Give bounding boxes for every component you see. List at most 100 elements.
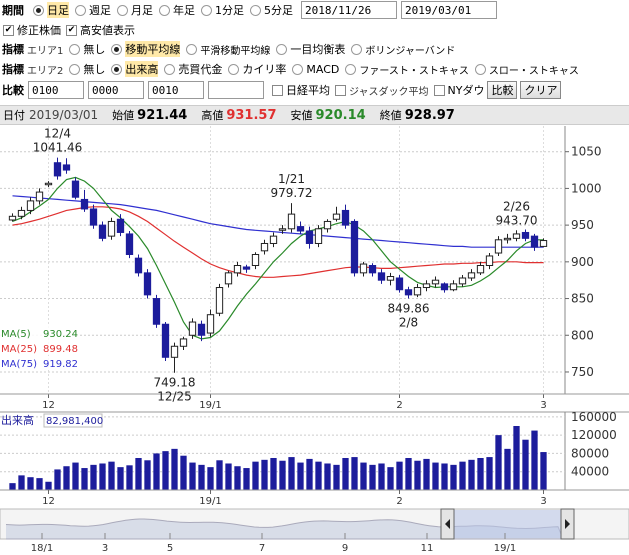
radio-icon bbox=[201, 4, 212, 16]
volume-bar bbox=[225, 463, 232, 490]
compare-row: 比較 日経平均 ジャスダック平均 NYダウ 比較 クリア bbox=[0, 80, 562, 100]
radio-icon bbox=[111, 63, 123, 75]
indicator2-option-label: スロー・ストキャス bbox=[488, 65, 579, 77]
candle-down bbox=[395, 277, 404, 291]
date-value: 2019/03/01 bbox=[29, 108, 99, 122]
date-tick-label: 12 bbox=[42, 400, 55, 411]
volume-tick-label: 40000 bbox=[571, 465, 609, 479]
compare-code-2[interactable] bbox=[88, 81, 144, 99]
volume-bar bbox=[81, 468, 88, 490]
show-high-low-label: 高安値表示 bbox=[80, 24, 135, 37]
checkbox-empty-icon bbox=[433, 84, 445, 96]
price-tick-label: 900 bbox=[571, 255, 594, 269]
radio-icon bbox=[292, 63, 304, 75]
period-option-4[interactable]: 1分足 bbox=[201, 2, 244, 18]
radio-icon bbox=[159, 4, 170, 16]
indicator2-option-0[interactable]: 無し bbox=[69, 61, 105, 77]
period-option-2[interactable]: 月足 bbox=[117, 2, 153, 18]
radio-icon bbox=[186, 43, 198, 55]
candle-up bbox=[251, 253, 260, 267]
candle-down bbox=[71, 180, 80, 198]
indicator1-option-4[interactable]: ボリンジャーバンド bbox=[351, 41, 455, 57]
candle-down bbox=[62, 164, 71, 171]
start-date-field[interactable] bbox=[301, 1, 397, 19]
navigator-selection bbox=[447, 510, 567, 538]
indicator1-option-0[interactable]: 無し bbox=[69, 41, 105, 57]
annotation-date: 1/21 bbox=[278, 172, 305, 186]
ma-legend-bg bbox=[0, 326, 80, 340]
check-icon: ✔ bbox=[3, 24, 14, 36]
volume-bar bbox=[45, 481, 52, 490]
indicator1-option-2[interactable]: 平滑移動平均線 bbox=[186, 41, 270, 57]
compare-button[interactable]: 比較 bbox=[487, 81, 518, 99]
adjusted-price-label: 修正株価 bbox=[17, 24, 61, 37]
compare-label: 比較 bbox=[2, 84, 24, 97]
volume-legend-name: 出来高 bbox=[1, 413, 34, 427]
candle-down bbox=[521, 231, 530, 239]
ma-legend: MA(5) 930.24 MA(25) 899.48 MA(75) 919.82 bbox=[0, 326, 80, 370]
indicator2-option-1[interactable]: 出来高 bbox=[111, 61, 159, 77]
ohlc-info-bar: 日付 2019/03/01 始値 921.44 高値 931.57 安値 920… bbox=[0, 105, 629, 125]
compare-code-1[interactable] bbox=[28, 81, 84, 99]
volume-bar bbox=[306, 458, 313, 490]
candle-up bbox=[44, 182, 53, 186]
indicator2-option-6[interactable]: スロー・ストキャス bbox=[474, 61, 579, 77]
navigator-tick-label: 7 bbox=[259, 543, 265, 554]
ma25-polyline bbox=[12, 206, 544, 278]
candle-up bbox=[287, 213, 296, 230]
annotation-date: 12/4 bbox=[44, 127, 71, 141]
adjusted-price-checkbox[interactable]: ✔ 修正株価 bbox=[3, 22, 61, 38]
low-label: 安値 bbox=[290, 109, 313, 122]
compare-code-3[interactable] bbox=[148, 81, 204, 99]
jasdaq-avg-checkbox[interactable]: ジャスダック平均 bbox=[335, 83, 429, 98]
ma75-polyline bbox=[12, 195, 544, 248]
indicator2-option-3[interactable]: カイリ率 bbox=[228, 61, 286, 77]
candle-up bbox=[476, 265, 485, 274]
volume-bar bbox=[243, 468, 250, 490]
indicator1-option-1[interactable]: 移動平均線 bbox=[111, 41, 181, 57]
volume-bar bbox=[450, 464, 457, 490]
candle-up bbox=[413, 287, 422, 296]
indicator2-option-5[interactable]: ファースト・ストキャス bbox=[345, 61, 469, 77]
volume-bar bbox=[27, 477, 34, 490]
period-option-5[interactable]: 5分足 bbox=[250, 2, 293, 18]
compare-code-4[interactable] bbox=[208, 81, 264, 99]
annotation-date: 2/8 bbox=[399, 316, 418, 330]
nikkei-avg-checkbox[interactable]: 日経平均 bbox=[272, 82, 330, 98]
candle-down bbox=[125, 233, 134, 255]
candle-up bbox=[512, 233, 521, 239]
show-high-low-checkbox[interactable]: ✔ 高安値表示 bbox=[66, 22, 135, 38]
volume-bar bbox=[117, 467, 124, 490]
volume-bar bbox=[252, 461, 259, 490]
volume-bar bbox=[153, 453, 160, 490]
candle-down bbox=[350, 220, 359, 274]
volume-bar bbox=[171, 448, 178, 490]
indicator2-option-2[interactable]: 売買代金 bbox=[164, 61, 222, 77]
price-tick-label: 750 bbox=[571, 365, 594, 379]
period-option-0[interactable]: 日足 bbox=[33, 2, 69, 18]
candle-down bbox=[368, 265, 377, 274]
radio-icon bbox=[351, 43, 363, 55]
candle-up bbox=[8, 215, 17, 221]
indicator1-option-3[interactable]: 一目均衡表 bbox=[276, 41, 345, 57]
indicator2-row: 指標 エリア2 無し 出来高 売買代金 カイリ率 MACD ファースト・ストキャス スロー・… bbox=[0, 59, 579, 79]
candle-up bbox=[359, 263, 368, 274]
end-date-field[interactable] bbox=[401, 1, 497, 19]
volume-bar bbox=[531, 430, 538, 490]
volume-date-tick-label: 3 bbox=[540, 496, 546, 507]
ma-legend-bg bbox=[0, 341, 80, 355]
candle-up bbox=[314, 228, 323, 244]
indicator2-option-4[interactable]: MACD bbox=[292, 61, 339, 77]
period-option-label: 5分足 bbox=[264, 4, 293, 17]
radio-icon bbox=[33, 4, 44, 16]
volume-bar bbox=[198, 464, 205, 490]
period-option-3[interactable]: 年足 bbox=[159, 2, 195, 18]
period-option-1[interactable]: 週足 bbox=[75, 2, 111, 18]
candle-down bbox=[197, 323, 206, 336]
volume-bar bbox=[315, 461, 322, 490]
clear-button[interactable]: クリア bbox=[520, 81, 562, 99]
indicator2-option-label: 売買代金 bbox=[178, 63, 223, 76]
indicator1-option-label: 平滑移動平均線 bbox=[200, 45, 271, 57]
ny-dow-checkbox[interactable]: NYダウ bbox=[433, 82, 484, 98]
radio-icon bbox=[474, 63, 486, 75]
